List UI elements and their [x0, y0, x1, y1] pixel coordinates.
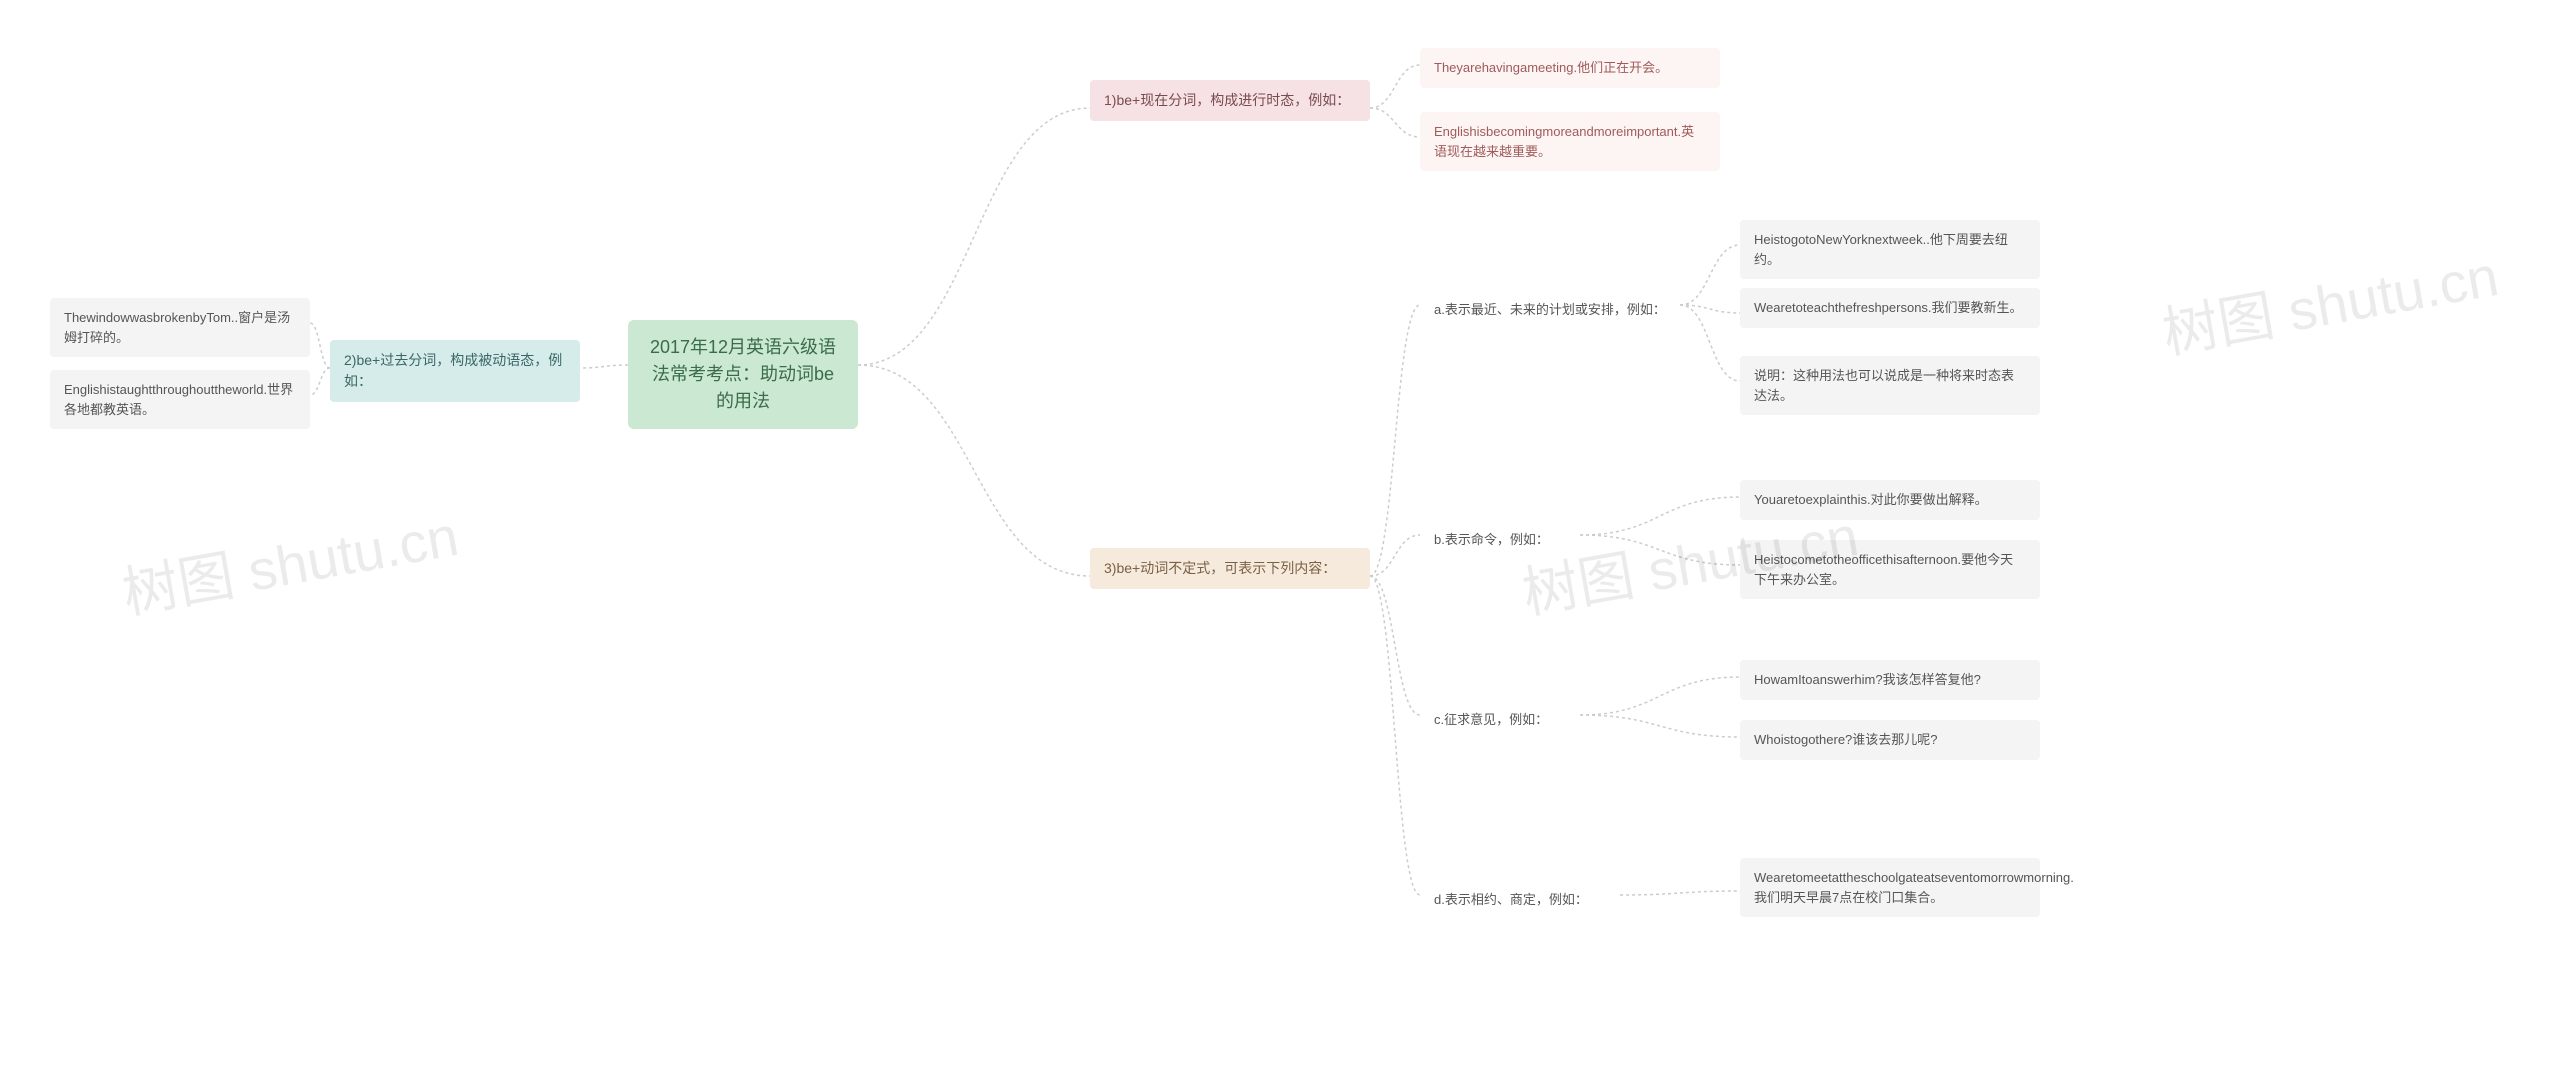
leaf-r1a: Theyarehavingameeting.他们正在开会。 [1420, 48, 1720, 88]
leaf-r1b: Englishisbecomingmoreandmoreimportant.英语… [1420, 112, 1720, 171]
leaf-r3d: d.表示相约、商定，例如： [1420, 880, 1620, 920]
leaf-l2a: ThewindowwasbrokenbyTom..窗户是汤姆打碎的。 [50, 298, 310, 357]
leaf-r3b2: Heistocometotheofficethisafternoon.要他今天下… [1740, 540, 2040, 599]
branch-r1: 1)be+现在分词，构成进行时态，例如： [1090, 80, 1370, 121]
connector-layer [0, 0, 2560, 1069]
watermark: 树图 shutu.cn [116, 491, 464, 630]
leaf-r3a: a.表示最近、未来的计划或安排，例如： [1420, 290, 1680, 330]
leaf-r3a1: HeistogotoNewYorknextweek..他下周要去纽约。 [1740, 220, 2040, 279]
leaf-r3c1: HowamItoanswerhim?我该怎样答复他? [1740, 660, 2040, 700]
leaf-r3c2: Whoistogothere?谁该去那儿呢? [1740, 720, 2040, 760]
root-node: 2017年12月英语六级语法常考考点：助动词be的用法 [628, 320, 858, 429]
leaf-r3a2: Wearetoteachthefreshpersons.我们要教新生。 [1740, 288, 2040, 328]
branch-r3: 3)be+动词不定式，可表示下列内容： [1090, 548, 1370, 589]
branch-l2: 2)be+过去分词，构成被动语态，例如： [330, 340, 580, 402]
leaf-r3c: c.征求意见，例如： [1420, 700, 1580, 740]
leaf-r3d1: Wearetomeetattheschoolgateatseventomorro… [1740, 858, 2040, 917]
leaf-r3b: b.表示命令，例如： [1420, 520, 1580, 560]
leaf-r3a3: 说明：这种用法也可以说成是一种将来时态表达法。 [1740, 356, 2040, 415]
watermark: 树图 shutu.cn [2156, 231, 2504, 370]
leaf-r3b1: Youaretoexplainthis.对此你要做出解释。 [1740, 480, 2040, 520]
leaf-l2b: Englishistaughtthroughouttheworld.世界各地都教… [50, 370, 310, 429]
